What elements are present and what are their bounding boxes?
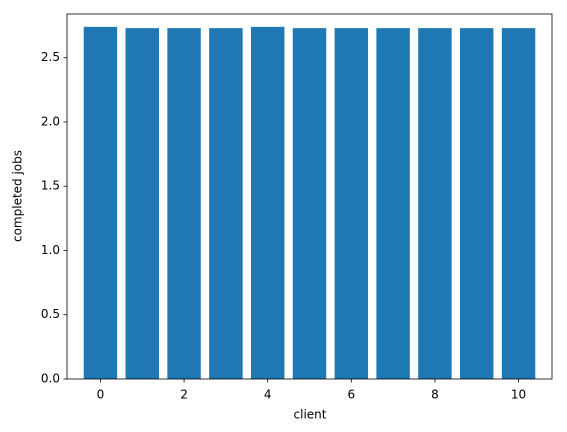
bar	[460, 28, 494, 379]
bar	[250, 26, 285, 379]
bar	[167, 28, 201, 379]
x-tick-label: 2	[180, 388, 188, 402]
x-tick-label: 4	[264, 388, 272, 402]
bar	[376, 28, 410, 379]
y-tick-label: 0.5	[41, 307, 60, 321]
bar	[292, 28, 327, 379]
x-axis-label: client	[294, 408, 327, 422]
y-tick-label: 1.5	[41, 179, 60, 193]
y-tick-label: 2.5	[41, 50, 60, 64]
plot-frame	[66, 13, 553, 380]
x-tick-label: 10	[511, 388, 526, 402]
bar	[501, 28, 536, 379]
bar	[209, 28, 243, 379]
bar	[334, 28, 369, 379]
y-tick-label: 0.0	[41, 372, 60, 386]
bar	[83, 26, 118, 379]
x-tick-label: 0	[97, 388, 105, 402]
x-tick-label: 8	[431, 388, 439, 402]
y-tick-label: 2.0	[41, 114, 60, 128]
y-tick-label: 1.0	[41, 243, 60, 257]
bar	[418, 28, 452, 379]
y-axis-label: completed jobs	[11, 150, 25, 242]
x-tick-label: 6	[347, 388, 355, 402]
bar	[125, 28, 159, 379]
